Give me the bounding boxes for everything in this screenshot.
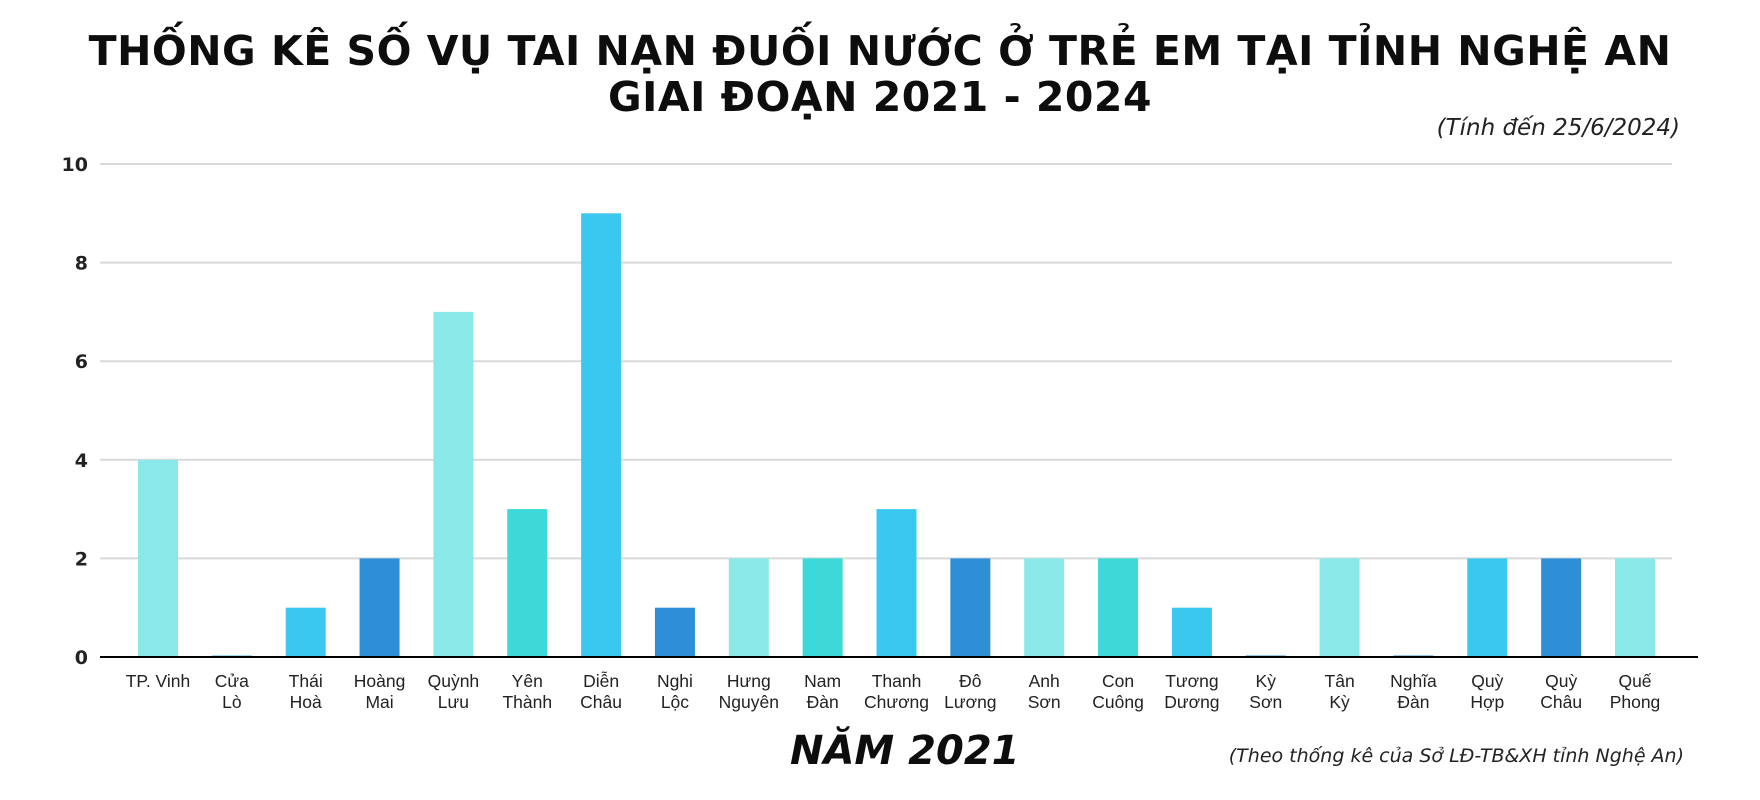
x-tick-label: Diễn	[583, 670, 619, 691]
x-tick-label: Hợp	[1470, 692, 1504, 712]
x-tick-label: Cuông	[1092, 692, 1144, 712]
bar	[138, 459, 178, 657]
bar	[876, 509, 917, 657]
x-tick-label: Thái	[289, 671, 323, 691]
x-tick-label: Lưu	[438, 692, 469, 712]
bar	[433, 311, 474, 657]
bar	[1319, 558, 1360, 657]
bar	[1541, 558, 1582, 657]
x-tick-label: Mai	[365, 692, 393, 712]
x-tick-label: Thành	[502, 692, 552, 712]
x-tick-label: Yên	[512, 671, 543, 691]
bar	[1467, 558, 1508, 657]
x-tick-label: TP. Vinh	[126, 671, 191, 691]
x-tick-label: Quế	[1618, 671, 1651, 691]
x-tick-label: Lò	[222, 692, 241, 712]
x-tick-label: Nghĩa	[1390, 671, 1437, 691]
x-tick-label: Dương	[1164, 692, 1219, 712]
x-tick-label: Hưng	[727, 671, 771, 691]
x-tick-label: Anh	[1029, 671, 1060, 691]
bar	[802, 558, 843, 657]
x-tick-label: Sơn	[1249, 692, 1282, 712]
bar	[507, 509, 548, 657]
chart-title-line2: GIAI ĐOẠN 2021 - 2024	[608, 73, 1152, 121]
bar	[1171, 607, 1212, 657]
x-tick-label: Hoà	[290, 692, 322, 712]
x-tick-label: Tân	[1325, 671, 1355, 691]
y-tick-label: 6	[75, 351, 88, 373]
bar	[285, 607, 326, 657]
x-tick-label: Nam	[804, 671, 841, 691]
chart-subtitle: (Tính đến 25/6/2024)	[1436, 115, 1680, 141]
chart-title-line1: THỐNG KÊ SỐ VỤ TAI NẠN ĐUỐI NƯỚC Ở TRẺ E…	[88, 27, 1672, 75]
source-note: (Theo thống kê của Sở LĐ-TB&XH tỉnh Nghệ…	[1228, 745, 1684, 767]
x-tick-label: Kỳ	[1329, 692, 1350, 712]
bar	[950, 558, 991, 657]
bar	[728, 558, 769, 657]
chart-title: THỐNG KÊ SỐ VỤ TAI NẠN ĐUỐI NƯỚC Ở TRẺ E…	[0, 28, 1760, 120]
x-tick-label: Cửa	[215, 671, 249, 691]
bar	[1098, 558, 1139, 657]
x-tick-label: Tương	[1165, 671, 1218, 691]
x-tick-label: Thanh	[872, 671, 922, 691]
x-tick-label: Quỳ	[1471, 671, 1503, 691]
bar	[1024, 558, 1065, 657]
bar	[1615, 558, 1655, 657]
y-tick-label: 0	[75, 647, 88, 669]
x-tick-label: Đô	[959, 671, 981, 691]
x-tick-label: Quỳnh	[428, 671, 480, 691]
y-tick-label: 8	[75, 253, 88, 275]
x-tick-label: Nguyên	[719, 692, 779, 712]
bar	[359, 558, 400, 657]
x-tick-label: Lộc	[661, 692, 689, 712]
x-tick-label: Kỳ	[1256, 671, 1277, 691]
bar	[581, 213, 622, 658]
x-tick-label: Con	[1102, 671, 1134, 691]
x-tick-label: Quỳ	[1545, 671, 1577, 691]
x-tick-label: Đàn	[1397, 692, 1429, 712]
x-tick-label: Châu	[1540, 692, 1582, 712]
x-tick-label: Sơn	[1028, 692, 1061, 712]
y-tick-label: 10	[62, 154, 88, 176]
y-tick-label: 4	[75, 450, 88, 472]
x-tick-label: Châu	[580, 692, 622, 712]
y-tick-label: 2	[75, 548, 88, 570]
x-axis-title: NĂM 2021	[790, 728, 1020, 774]
x-tick-label: Đàn	[807, 692, 839, 712]
bar	[654, 607, 695, 657]
x-tick-label: Phong	[1610, 692, 1661, 712]
x-tick-label: Chương	[864, 692, 929, 712]
x-tick-label: Nghi	[657, 671, 693, 691]
x-tick-label: Lương	[944, 692, 996, 712]
x-tick-label: Hoàng	[354, 671, 406, 691]
